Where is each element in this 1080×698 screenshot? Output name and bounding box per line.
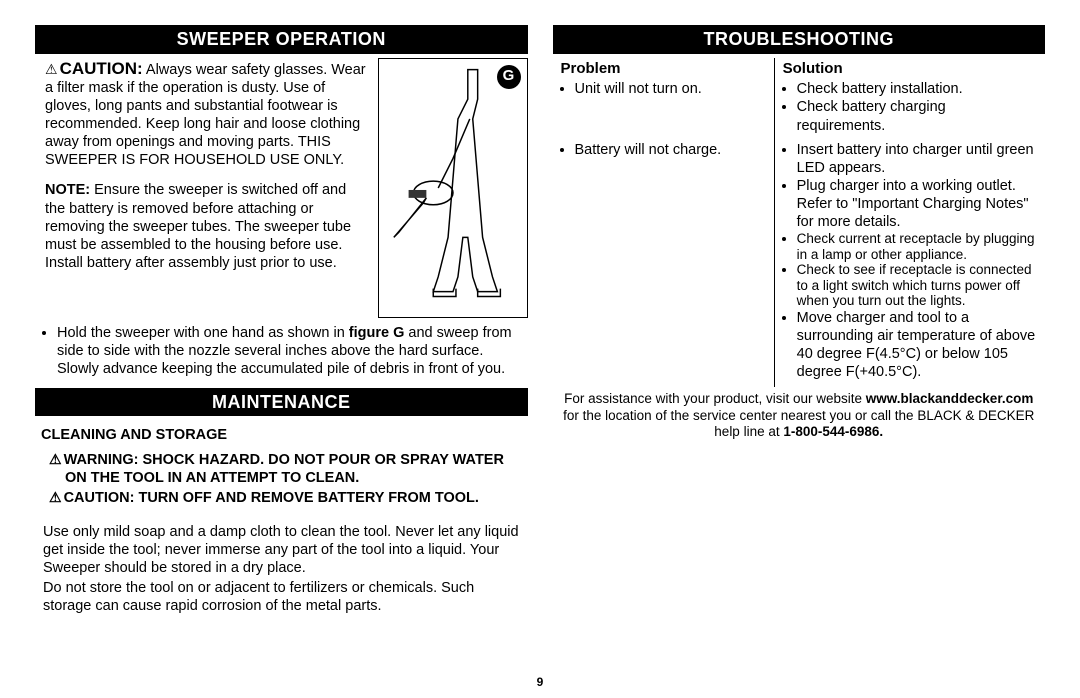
maintenance-header: MAINTENANCE xyxy=(35,388,528,417)
left-column: SWEEPER OPERATION CAUTION: Always wear s… xyxy=(35,25,528,616)
sweeper-person-illustration xyxy=(379,59,527,317)
warning-icon xyxy=(49,452,64,468)
solution-item: Insert battery into charger until green … xyxy=(797,141,1037,177)
figure-g: G xyxy=(378,58,528,318)
problem-item: Battery will not charge. xyxy=(575,141,766,159)
warning-shock: WARNING: SHOCK HAZARD. DO NOT POUR OR SP… xyxy=(43,451,528,487)
solution-item: Plug charger into a working outlet. Refe… xyxy=(797,177,1037,231)
caution-block: CAUTION: Always wear safety glasses. Wea… xyxy=(35,58,528,318)
troubleshooting-table: Problem Solution Unit will not turn on. C… xyxy=(553,58,1046,388)
solution-item: Check battery charging requirements. xyxy=(797,98,1037,134)
solution-item: Check battery installation. xyxy=(797,80,1037,98)
cleaning-subhead: CLEANING AND STORAGE xyxy=(41,426,528,444)
maint-body-2: Do not store the tool on or adjacent to … xyxy=(43,579,524,615)
warning-icon xyxy=(49,490,64,506)
right-column: TROUBLESHOOTING Problem Solution Unit wi… xyxy=(553,25,1046,616)
problem-item: Unit will not turn on. xyxy=(575,80,766,98)
solution-item: Move charger and tool to a surrounding a… xyxy=(797,309,1037,382)
troubleshooting-header: TROUBLESHOOTING xyxy=(553,25,1046,54)
sweeper-bullet: Hold the sweeper with one hand as shown … xyxy=(57,324,528,378)
caution-label: CAUTION: xyxy=(60,59,143,78)
maint-body-1: Use only mild soap and a damp cloth to c… xyxy=(43,523,524,577)
col-solution: Solution xyxy=(774,58,1045,81)
note-label: NOTE: xyxy=(45,182,90,198)
assistance-text: For assistance with your product, visit … xyxy=(553,387,1046,440)
page-number: 9 xyxy=(0,675,1080,690)
warning-icon xyxy=(45,62,60,78)
solution-item: Check to see if receptacle is connected … xyxy=(797,262,1037,309)
caution-battery: CAUTION: TURN OFF AND REMOVE BATTERY FRO… xyxy=(43,489,528,507)
sweeper-header: SWEEPER OPERATION xyxy=(35,25,528,54)
col-problem: Problem xyxy=(553,58,775,81)
note-body: Ensure the sweeper is switched off and t… xyxy=(45,182,351,271)
figure-label: G xyxy=(497,65,521,89)
solution-item: Check current at receptacle by plugging … xyxy=(797,231,1037,262)
